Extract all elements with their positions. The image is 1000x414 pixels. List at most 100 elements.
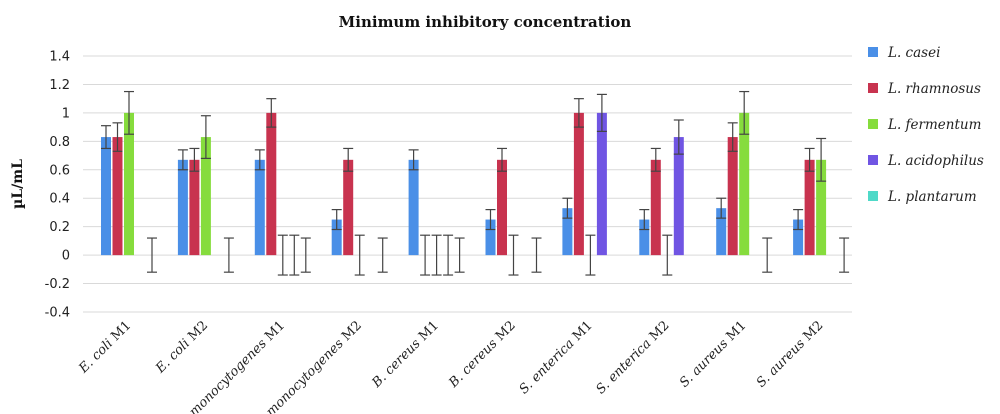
error-bar bbox=[177, 149, 188, 171]
x-tick-labels: E. coli M1E. coli M2L. monocytogenes M1L… bbox=[76, 318, 827, 414]
legend-item: L. acidophilus bbox=[868, 153, 984, 169]
error-bar bbox=[300, 237, 311, 273]
error-bar bbox=[531, 237, 542, 273]
bar bbox=[673, 137, 684, 256]
legend-swatch bbox=[868, 119, 878, 129]
error-bar bbox=[343, 147, 354, 172]
y-tick-label: -0.2 bbox=[45, 277, 70, 292]
legend-swatch bbox=[868, 83, 878, 93]
error-bar bbox=[573, 98, 584, 128]
error-bar bbox=[562, 197, 573, 219]
legend-label: L. plantarum bbox=[887, 189, 977, 205]
error-bar bbox=[804, 147, 815, 172]
bar bbox=[254, 159, 265, 256]
error-bar bbox=[147, 237, 157, 273]
bar bbox=[112, 137, 123, 256]
error-bar bbox=[331, 209, 342, 231]
legend-label: L. acidophilus bbox=[887, 153, 984, 169]
error-bar bbox=[639, 209, 650, 231]
y-tick-label: 1.2 bbox=[49, 78, 70, 93]
bar bbox=[408, 159, 419, 256]
x-tick-label: S. aureus M2 bbox=[754, 318, 826, 390]
error-bar bbox=[289, 234, 300, 276]
bar bbox=[596, 112, 607, 256]
bar bbox=[177, 159, 188, 256]
bar bbox=[331, 219, 342, 256]
y-tick-label: 0.8 bbox=[49, 135, 70, 150]
error-bar bbox=[189, 147, 200, 172]
bar bbox=[497, 159, 507, 256]
x-tick-label: S. enterica M1 bbox=[517, 318, 596, 397]
error-bar bbox=[662, 234, 673, 276]
error-bar bbox=[112, 122, 123, 152]
y-tick-label: -0.4 bbox=[45, 306, 70, 321]
legend-swatch bbox=[868, 155, 878, 165]
legend: L. casei L. rhamnosus L. fermentum L. acido… bbox=[868, 45, 984, 205]
bar bbox=[804, 159, 815, 256]
y-tick-label: 1.4 bbox=[49, 50, 70, 65]
error-bar bbox=[454, 237, 465, 273]
legend-swatch bbox=[868, 191, 878, 201]
x-tick-label: B. cereus M2 bbox=[446, 318, 519, 391]
legend-item: L. rhamnosus bbox=[868, 81, 981, 97]
error-bar bbox=[223, 237, 234, 273]
x-tick-label: E. coli M1 bbox=[76, 318, 135, 377]
error-bar bbox=[354, 234, 365, 276]
error-bar bbox=[485, 209, 496, 231]
error-bar bbox=[727, 122, 738, 152]
grid-lines bbox=[83, 55, 852, 313]
error-bar bbox=[793, 209, 804, 231]
error-bar bbox=[254, 149, 265, 171]
error-bar bbox=[739, 90, 750, 135]
y-tick-label: 1 bbox=[62, 106, 70, 121]
bar bbox=[650, 159, 661, 256]
bar bbox=[573, 112, 584, 256]
bar bbox=[727, 137, 738, 256]
error-bar bbox=[650, 147, 661, 172]
bar bbox=[343, 159, 354, 256]
x-tick-label: B. cereus M1 bbox=[369, 318, 442, 391]
y-tick-label: 0.6 bbox=[49, 163, 70, 178]
legend-swatch bbox=[868, 47, 878, 57]
error-bar bbox=[716, 197, 727, 219]
x-tick-label: S. aureus M1 bbox=[677, 318, 749, 390]
error-bar bbox=[200, 115, 211, 159]
error-bar bbox=[408, 149, 419, 171]
error-bar bbox=[816, 137, 827, 182]
error-bar bbox=[266, 98, 277, 128]
error-bar bbox=[508, 234, 519, 276]
bars bbox=[101, 112, 827, 256]
error-bar bbox=[101, 125, 111, 150]
x-tick-label: S. enterica M2 bbox=[594, 318, 673, 397]
bar bbox=[200, 137, 211, 256]
legend-label: L. fermentum bbox=[887, 117, 981, 133]
error-bar bbox=[585, 234, 596, 276]
legend-label: L. rhamnosus bbox=[887, 81, 981, 97]
legend-item: L. plantarum bbox=[868, 189, 977, 205]
bar bbox=[562, 208, 573, 256]
error-bar bbox=[420, 234, 431, 276]
y-tick-label: 0 bbox=[62, 249, 70, 264]
bar bbox=[266, 112, 277, 256]
y-tick-label: 0.4 bbox=[49, 192, 70, 207]
y-axis-label: µL/mL bbox=[10, 159, 26, 209]
error-bar bbox=[443, 234, 454, 276]
legend-item: L. casei bbox=[868, 45, 940, 61]
y-tick-label: 0.2 bbox=[49, 220, 70, 235]
bar bbox=[716, 208, 727, 256]
y-tick-labels: 1.4 1.2 1 0.8 0.6 0.4 0.2 0 -0.2 -0.4 bbox=[45, 50, 70, 321]
error-bar bbox=[673, 119, 684, 155]
bar bbox=[793, 219, 804, 256]
error-bar bbox=[377, 237, 388, 273]
error-bars bbox=[101, 90, 850, 276]
error-bar bbox=[596, 93, 607, 132]
bar bbox=[485, 219, 496, 256]
error-bar bbox=[124, 90, 134, 135]
bar bbox=[124, 112, 134, 256]
legend-item: L. fermentum bbox=[868, 117, 981, 133]
bar bbox=[101, 137, 111, 256]
error-bar bbox=[277, 234, 288, 276]
error-bar bbox=[762, 237, 773, 273]
error-bar bbox=[431, 234, 442, 276]
